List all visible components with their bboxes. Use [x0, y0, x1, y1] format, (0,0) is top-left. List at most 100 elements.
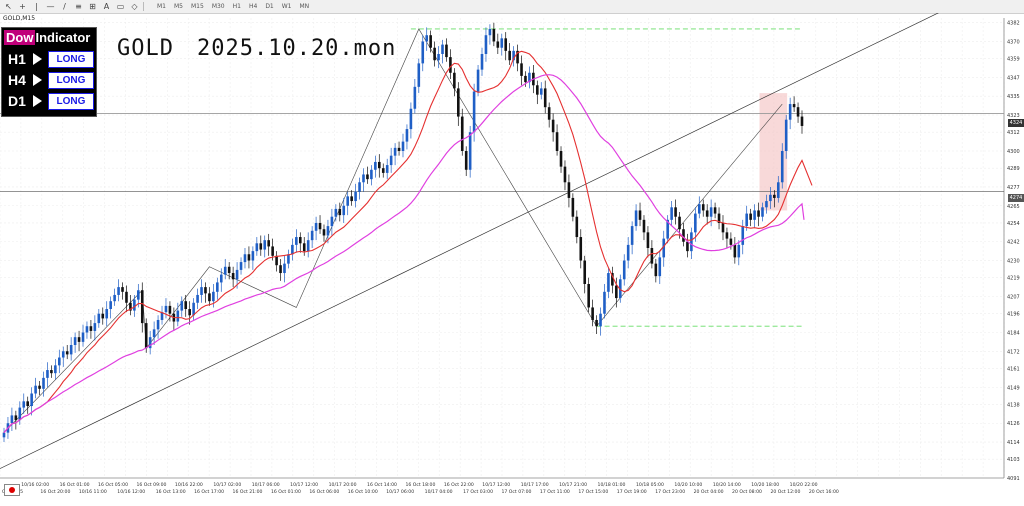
- candle-body: [267, 240, 270, 247]
- candle-body: [658, 257, 662, 277]
- dow-signal: LONG: [48, 93, 94, 110]
- timeframe-mn[interactable]: MN: [299, 3, 310, 10]
- candle-body: [749, 213, 752, 220]
- candle-body: [725, 232, 729, 239]
- timeframe-m1[interactable]: M1: [157, 3, 166, 10]
- x-tick-label: 17 Oct 07:00: [501, 489, 531, 495]
- candle-body: [73, 337, 77, 346]
- vertical-line-icon[interactable]: |: [35, 2, 38, 11]
- x-tick-label: 17 Oct 11:00: [540, 489, 570, 495]
- symbol-label: GOLD,M15: [3, 15, 36, 22]
- candle-body: [263, 240, 267, 250]
- candle-body: [279, 265, 282, 274]
- chart-area[interactable]: 4382 4370 4359 4347 4335 4323 4312 4300 4289 4277…: [0, 13, 1024, 506]
- candle-body: [125, 291, 128, 303]
- fibonacci-icon[interactable]: ⊞: [89, 2, 96, 11]
- timeframe-w1[interactable]: W1: [281, 3, 292, 10]
- candle-body: [302, 243, 306, 252]
- horizontal-line-icon[interactable]: —: [46, 2, 55, 11]
- dow-timeframe: H1: [8, 51, 26, 67]
- candle-body: [275, 255, 278, 266]
- candle-body: [528, 72, 531, 83]
- dow-signal: LONG: [48, 72, 94, 89]
- channel-icon[interactable]: ≡: [75, 2, 82, 11]
- timeframe-h4[interactable]: H4: [248, 3, 258, 10]
- candle-body: [697, 204, 701, 214]
- candle-body: [575, 216, 579, 238]
- y-tick-label: 4347: [1007, 75, 1020, 81]
- candle-body: [366, 174, 369, 180]
- japan-flag-icon: [4, 484, 20, 496]
- x-tick-label: 10/20 10:00: [674, 482, 702, 488]
- candle-body: [694, 213, 697, 233]
- candle-body: [160, 312, 164, 320]
- candle-body: [472, 91, 476, 133]
- candle-body: [666, 219, 669, 239]
- x-tick-label: 10/18 01:00: [598, 482, 626, 488]
- timeframe-d1[interactable]: D1: [265, 3, 274, 10]
- candle-body: [22, 401, 26, 408]
- candle-body: [306, 240, 310, 252]
- timeframe-m30[interactable]: M30: [211, 3, 225, 10]
- cursor-icon[interactable]: ↖: [5, 2, 12, 11]
- candle-body: [227, 266, 231, 274]
- candle-body: [38, 385, 41, 389]
- candle-body: [642, 219, 646, 233]
- toolbar-separator: [143, 2, 144, 11]
- label-icon[interactable]: ▭: [116, 2, 125, 11]
- current-price-tag: 4324: [1008, 119, 1024, 127]
- timeframe-m5[interactable]: M5: [174, 3, 183, 10]
- candle-body: [559, 150, 563, 167]
- crosshair-icon[interactable]: +: [19, 2, 26, 11]
- shapes-icon[interactable]: ◇: [131, 2, 138, 11]
- y-tick-label: 4126: [1007, 421, 1020, 427]
- x-tick-label: 10/20 18:00: [751, 482, 779, 488]
- y-tick-label: 4091: [1007, 476, 1020, 482]
- candle-body: [453, 72, 456, 89]
- x-tick-label: 16 Oct 21:00: [233, 489, 263, 495]
- candle-body: [603, 291, 606, 314]
- x-tick-label: 16 Oct 09:00: [136, 482, 166, 488]
- candle-body: [18, 407, 22, 421]
- trendline-icon[interactable]: /: [63, 2, 66, 11]
- candle-body: [385, 165, 389, 173]
- candle-body: [464, 150, 468, 170]
- candle-body: [196, 294, 199, 303]
- candle-body: [717, 213, 721, 223]
- candle-body: [271, 246, 274, 256]
- price-chart[interactable]: 4382 4370 4359 4347 4335 4323 4312 4300 4289 4277…: [0, 13, 1024, 506]
- candle-body: [204, 287, 207, 294]
- candle-body: [445, 44, 448, 58]
- text-icon[interactable]: A: [103, 2, 110, 11]
- candle-body: [674, 207, 677, 217]
- y-tick-label: 4300: [1007, 149, 1020, 155]
- candle-body: [117, 287, 120, 295]
- x-tick-label: 10/16 22:00: [175, 482, 203, 488]
- y-tick-label: 4359: [1007, 57, 1020, 63]
- y-tick-label: 4161: [1007, 366, 1020, 372]
- candle-body: [208, 293, 211, 302]
- candle-body: [508, 50, 511, 61]
- dow-signal: LONG: [48, 51, 94, 68]
- candle-body: [393, 147, 397, 156]
- y-tick-label: 4382: [1007, 21, 1020, 27]
- candle-body: [765, 201, 768, 208]
- y-tick-label: 4114: [1007, 440, 1020, 446]
- candle-body: [358, 182, 361, 192]
- candle-body: [137, 290, 140, 300]
- candle-body: [310, 230, 314, 241]
- candle-body: [555, 132, 559, 151]
- candle-body: [109, 301, 112, 310]
- timeframe-h1[interactable]: H1: [232, 3, 241, 10]
- candle-body: [255, 243, 259, 252]
- candle-body: [156, 319, 160, 330]
- x-tick-label: 10/17 20:00: [329, 482, 357, 488]
- candle-body: [678, 216, 681, 230]
- timeframe-m15[interactable]: M15: [191, 3, 204, 10]
- candle-body: [492, 28, 496, 42]
- x-tick-label: 10/20 14:00: [713, 482, 741, 488]
- candle-body: [480, 53, 484, 70]
- candle-body: [326, 226, 330, 236]
- candle-body: [200, 287, 203, 295]
- candle-body: [761, 207, 764, 217]
